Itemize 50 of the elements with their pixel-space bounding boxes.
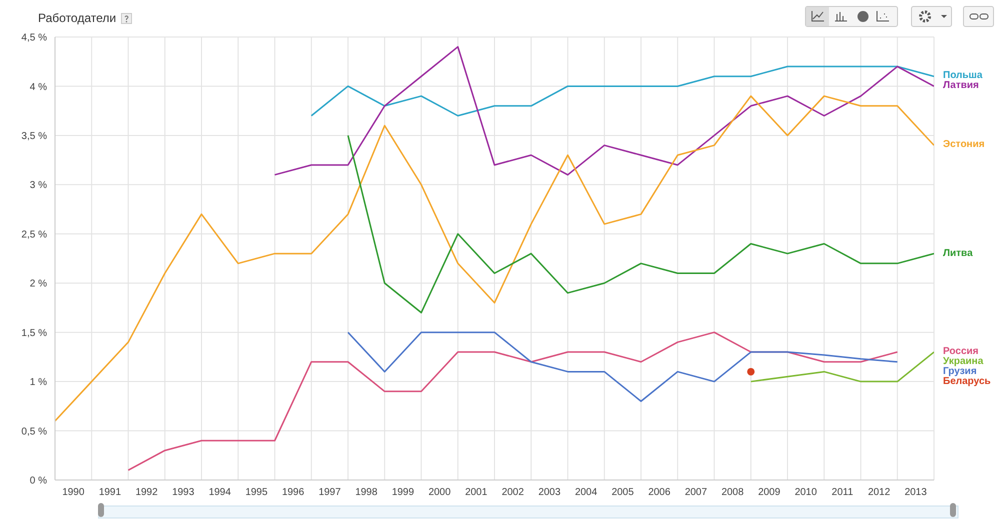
y-tick-label: 2 % [30,278,48,290]
x-tick-label: 2000 [428,487,452,498]
y-tick-label: 0 % [30,476,48,487]
x-tick-label: 2005 [612,487,634,498]
line-series [750,351,934,382]
y-tick-label: 1 % [30,377,48,388]
x-tick-label: 2002 [502,487,524,498]
x-tick-label: 1991 [98,487,122,498]
series-label: Польша [943,70,982,82]
x-tick-label: 2012 [868,487,891,498]
series-label: Латвия [943,80,979,92]
x-tick-label: 1995 [245,487,268,498]
line-series [55,95,934,422]
x-tick-label: 2001 [465,487,488,498]
x-tick-label: 2013 [904,487,928,498]
x-tick-label: 2011 [832,487,854,498]
y-tick-label: 4,5 % [21,32,48,44]
series-label: Литва [943,248,973,260]
x-tick-label: 1992 [135,487,158,498]
y-tick-label: 1,5 % [21,328,48,339]
x-tick-label: 1993 [172,487,195,498]
y-tick-label: 4 % [30,82,48,93]
line-series [347,332,898,402]
y-tick-label: 3,5 % [21,130,48,142]
x-tick-label: 2010 [794,487,818,498]
y-tick-label: 3 % [30,180,48,192]
y-tick-label: 0,5 % [21,426,48,438]
y-tick-label: 2,5 % [21,229,48,240]
text: Беларусь [943,376,991,388]
text: Россия [943,346,979,358]
line-series [274,46,934,176]
x-tick-label: 2007 [684,487,708,498]
x-tick-label: 1999 [392,487,414,498]
x-tick-label: 2006 [648,487,671,498]
chart-title: Работодатели [38,11,116,25]
series-label: Украина [943,356,984,368]
series-label: Эстония [943,139,985,152]
x-tick-label: 1998 [355,487,378,498]
x-tick-label: 2008 [721,487,744,498]
x-tick-label: 2004 [574,487,598,498]
x-tick-label: 1997 [318,487,342,498]
x-tick-label: 2009 [758,487,781,498]
x-tick-label: 1994 [208,487,232,498]
x-tick-label: 1996 [282,487,305,498]
text: Грузия [943,366,977,378]
line-series [347,134,934,314]
line-series [310,66,934,117]
line-series [128,332,898,471]
x-tick-label: 2003 [538,487,561,498]
x-tick-label: 1990 [62,487,85,498]
